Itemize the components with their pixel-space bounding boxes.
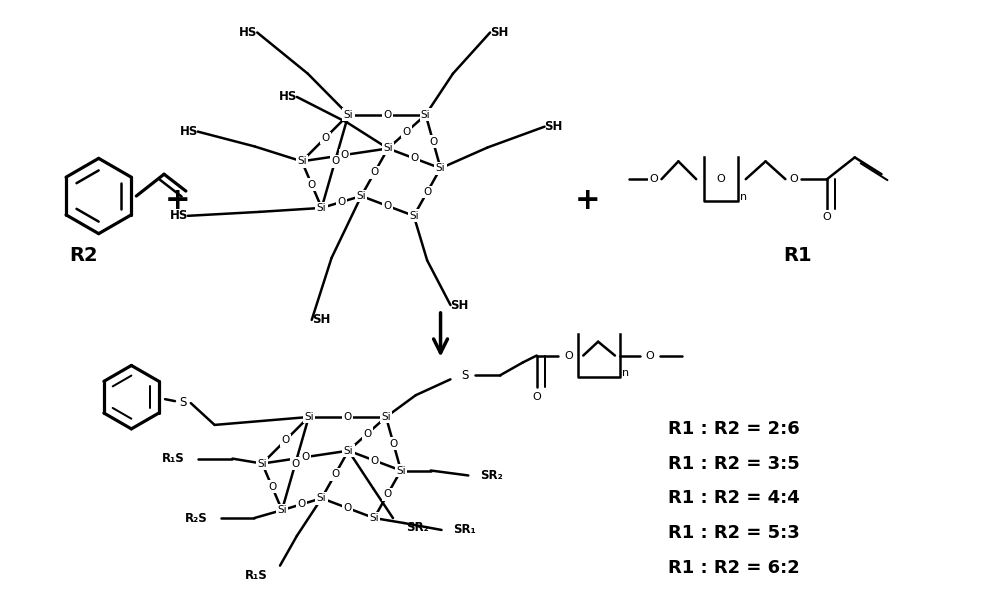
Text: O: O: [383, 201, 392, 211]
Text: O: O: [321, 133, 329, 143]
Text: Si: Si: [383, 143, 393, 153]
Text: O: O: [341, 150, 349, 160]
Text: O: O: [823, 212, 831, 222]
Text: O: O: [429, 137, 437, 147]
Text: +: +: [165, 186, 191, 215]
Text: R1 : R2 = 3:5: R1 : R2 = 3:5: [668, 455, 800, 473]
Text: SR₂: SR₂: [480, 469, 503, 482]
Text: R₁S: R₁S: [244, 569, 267, 582]
Text: SH: SH: [545, 120, 563, 133]
Text: O: O: [649, 174, 658, 184]
Text: O: O: [291, 459, 299, 468]
Text: O: O: [268, 482, 276, 492]
Text: SH: SH: [450, 299, 469, 311]
Text: O: O: [301, 452, 309, 462]
Text: O: O: [423, 187, 431, 197]
Text: Si: Si: [409, 211, 419, 221]
Text: R1 : R2 = 6:2: R1 : R2 = 6:2: [668, 558, 800, 577]
Text: R₁S: R₁S: [162, 452, 185, 465]
Text: n: n: [622, 368, 629, 378]
Text: O: O: [331, 470, 339, 479]
Text: SH: SH: [312, 313, 330, 326]
Text: R1 : R2 = 5:3: R1 : R2 = 5:3: [668, 524, 800, 542]
Text: +: +: [574, 186, 600, 215]
Text: Si: Si: [356, 191, 366, 201]
Text: O: O: [383, 110, 391, 120]
Text: O: O: [403, 127, 411, 137]
Text: Si: Si: [436, 163, 445, 173]
Text: SR₁: SR₁: [453, 524, 476, 536]
Text: R₂S: R₂S: [185, 512, 208, 525]
Text: HS: HS: [169, 209, 188, 223]
Text: Si: Si: [381, 412, 391, 422]
Text: Si: Si: [344, 110, 353, 120]
Text: Si: Si: [421, 110, 430, 120]
Text: Si: Si: [257, 459, 267, 468]
Text: O: O: [363, 429, 371, 439]
Text: Si: Si: [317, 493, 326, 503]
Text: Si: Si: [277, 505, 287, 515]
Text: O: O: [410, 153, 418, 163]
Text: SH: SH: [490, 26, 508, 39]
Text: Si: Si: [344, 446, 353, 455]
Text: R1 : R2 = 4:4: R1 : R2 = 4:4: [668, 489, 800, 507]
Text: O: O: [344, 503, 352, 513]
Text: O: O: [371, 167, 379, 177]
Text: O: O: [343, 412, 352, 422]
Text: O: O: [281, 435, 290, 445]
Text: O: O: [645, 351, 654, 360]
Text: O: O: [717, 174, 725, 184]
Text: HS: HS: [179, 125, 198, 138]
Text: O: O: [308, 180, 316, 189]
Text: O: O: [337, 197, 346, 207]
Text: O: O: [298, 499, 306, 509]
Text: n: n: [740, 192, 747, 202]
Text: SR₂: SR₂: [406, 522, 429, 535]
Text: Si: Si: [369, 513, 379, 523]
Text: R2: R2: [69, 246, 98, 265]
Text: O: O: [389, 439, 398, 449]
Text: O: O: [371, 455, 379, 466]
Text: O: O: [331, 156, 339, 166]
Text: S: S: [179, 395, 187, 409]
Text: HS: HS: [278, 90, 297, 104]
Text: S: S: [462, 369, 469, 382]
Text: Si: Si: [304, 412, 314, 422]
Text: Si: Si: [297, 156, 307, 166]
Text: Si: Si: [317, 203, 326, 213]
Text: R1 : R2 = 2:6: R1 : R2 = 2:6: [668, 420, 800, 438]
Text: R1: R1: [783, 246, 812, 265]
Text: O: O: [564, 351, 573, 360]
Text: O: O: [789, 174, 798, 184]
Text: HS: HS: [239, 26, 257, 39]
Text: O: O: [532, 392, 541, 402]
Text: O: O: [383, 489, 392, 499]
Text: Si: Si: [396, 465, 406, 476]
